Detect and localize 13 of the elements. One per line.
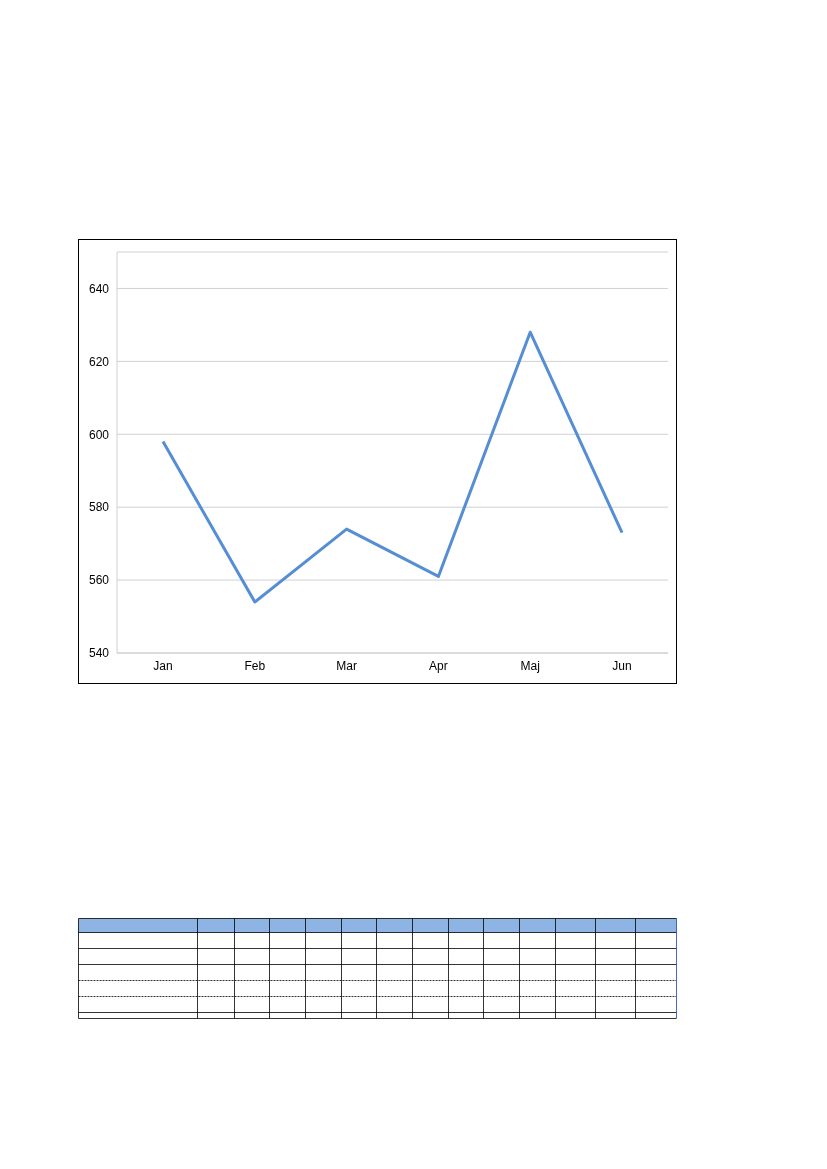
y-tick-label: 560 — [88, 573, 110, 588]
x-tick-label: Apr — [429, 658, 448, 673]
y-tick-label: 540 — [88, 646, 110, 661]
y-tick-label: 580 — [88, 500, 110, 515]
x-tick-label: Jun — [612, 658, 632, 673]
x-tick-label: Maj — [520, 658, 540, 673]
y-tick-label: 640 — [88, 281, 110, 296]
x-tick-label: Feb — [244, 658, 266, 673]
x-tick-label: Mar — [336, 658, 357, 673]
x-tick-label: Jan — [153, 658, 173, 673]
y-tick-label: 600 — [88, 427, 110, 442]
y-tick-label: 620 — [88, 354, 110, 369]
line-series — [161, 330, 624, 604]
